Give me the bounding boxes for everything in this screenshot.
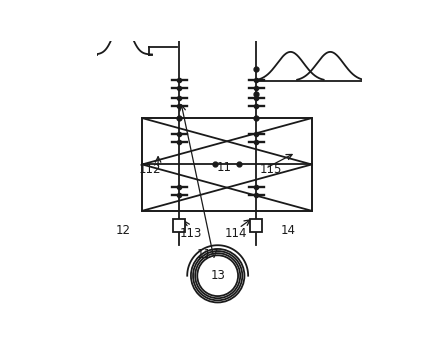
Bar	[173, 219, 185, 232]
Text: 112: 112	[139, 163, 161, 176]
Text: 114: 114	[225, 227, 247, 240]
Text: 113: 113	[180, 227, 202, 240]
Bar	[142, 118, 312, 211]
Bar	[250, 219, 262, 232]
Text: 14: 14	[280, 224, 295, 237]
Text: 13: 13	[210, 269, 225, 282]
Text: 12: 12	[116, 224, 131, 237]
Text: 11: 11	[217, 161, 232, 174]
Text: 115: 115	[259, 163, 282, 176]
Text: 117: 117	[197, 248, 220, 261]
